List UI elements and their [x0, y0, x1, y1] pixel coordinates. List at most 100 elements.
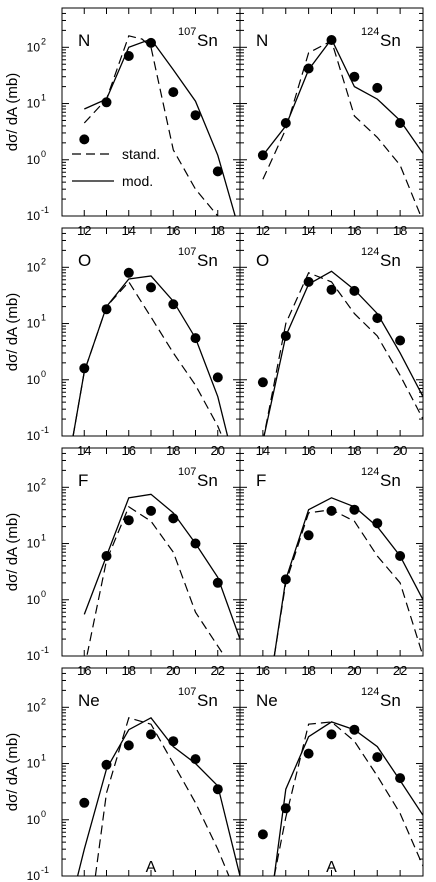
- y-tick-label-exponent: -1: [41, 205, 49, 215]
- data-point: [101, 97, 112, 108]
- y-tick-label: 10: [27, 813, 41, 827]
- series-stand-line: [83, 35, 219, 216]
- target-mass-label: 107: [178, 246, 196, 258]
- data-point: [146, 282, 156, 293]
- y-tick-label-exponent: 2: [41, 256, 46, 266]
- y-tick-label-exponent: -1: [41, 645, 49, 655]
- fragment-label: F: [78, 471, 88, 490]
- data-point: [168, 87, 179, 98]
- y-axis-label: dσ/ dA (mb): [4, 513, 21, 591]
- series-mod-line: [72, 275, 229, 436]
- data-point: [212, 372, 223, 383]
- y-tick-label-exponent: 1: [41, 753, 46, 763]
- data-point: [303, 530, 314, 541]
- data-point: [326, 505, 337, 516]
- data-point: [212, 166, 223, 177]
- y-tick-label: 10: [27, 40, 41, 54]
- data-point: [372, 313, 383, 324]
- data-point: [326, 729, 337, 740]
- data-point: [168, 736, 179, 747]
- series-stand-line: [273, 509, 423, 656]
- data-point: [190, 754, 201, 765]
- data-point: [123, 267, 134, 278]
- legend-stand-label: stand.: [122, 146, 160, 162]
- y-tick-label-exponent: 2: [41, 476, 46, 486]
- data-point: [190, 333, 201, 344]
- y-tick-label-exponent: 0: [41, 149, 46, 159]
- data-point: [123, 515, 134, 526]
- series-stand-line: [72, 280, 223, 436]
- target-mass-label: 124: [361, 26, 379, 38]
- data-point: [372, 752, 383, 763]
- data-point: [101, 759, 112, 770]
- data-point: [79, 797, 90, 808]
- y-tick-label-exponent: 1: [41, 93, 46, 103]
- data-point: [395, 335, 406, 346]
- data-point: [168, 299, 179, 310]
- data-point: [123, 740, 134, 751]
- data-point: [212, 577, 223, 588]
- panel-n-124sn: 12 14 16 18N 124 Sn: [239, 7, 424, 238]
- y-tick-label: 10: [27, 97, 41, 111]
- x-axis-label: A: [146, 859, 157, 876]
- y-axis-label: dσ/ dA (mb): [4, 73, 21, 151]
- target-element-label: Sn: [197, 691, 218, 710]
- target-element-label: Sn: [197, 31, 218, 50]
- panel-f-124sn: 16 18 20 22F 124 Sn: [239, 447, 424, 678]
- series-stand-line: [86, 505, 226, 656]
- target-element-label: Sn: [380, 471, 401, 490]
- target-mass-label: 107: [178, 466, 196, 478]
- data-point: [257, 829, 268, 840]
- fragment-label: O: [256, 251, 269, 270]
- y-tick-label: 10: [27, 317, 41, 331]
- y-tick-label-exponent: 2: [41, 696, 46, 706]
- series-mod-line: [273, 721, 423, 876]
- data-point: [101, 304, 112, 315]
- series-mod-line: [273, 497, 423, 656]
- y-tick-label: 10: [27, 649, 41, 663]
- data-point: [212, 784, 223, 795]
- y-tick-label-exponent: 1: [41, 533, 46, 543]
- y-tick-label: 10: [27, 480, 41, 494]
- data-point: [146, 729, 156, 740]
- data-point: [303, 748, 314, 759]
- data-point: [79, 363, 90, 374]
- y-tick-label: 10: [27, 593, 41, 607]
- y-tick-label: 10: [27, 429, 41, 443]
- series-stand-line: [262, 40, 422, 216]
- y-tick-label-exponent: 0: [41, 809, 46, 819]
- data-point: [280, 331, 291, 341]
- y-tick-label-exponent: 0: [41, 589, 46, 599]
- y-tick-label: 10: [27, 757, 41, 771]
- target-mass-label: 107: [178, 26, 196, 38]
- data-point: [372, 518, 383, 529]
- panel-ne-124sn: 18202224Ne124Sn: [239, 667, 424, 877]
- data-point: [146, 505, 156, 516]
- data-point: [303, 276, 314, 287]
- y-axis-label: dσ/ dA (mb): [4, 733, 21, 811]
- x-axis-label: A: [326, 859, 337, 876]
- data-point: [123, 51, 134, 61]
- data-point: [257, 377, 268, 388]
- y-tick-label-exponent: 0: [41, 369, 46, 379]
- data-point: [326, 35, 337, 45]
- y-tick-label-exponent: 2: [41, 36, 46, 46]
- data-point: [101, 551, 112, 561]
- series-mod-line: [262, 37, 423, 156]
- fragment-label: N: [256, 31, 268, 50]
- fragment-label: O: [78, 251, 91, 270]
- data-point: [280, 118, 291, 128]
- data-point: [395, 551, 406, 561]
- panel-o-124sn: 14 16 18 20O 124 Sn: [239, 227, 424, 458]
- data-point: [349, 724, 360, 735]
- target-element-label: Sn: [380, 31, 401, 50]
- y-axis-label: dσ/ dA (mb): [4, 293, 21, 371]
- target-element-label: Sn: [197, 471, 218, 490]
- data-point: [326, 284, 337, 295]
- series-stand-line: [263, 272, 423, 436]
- series-stand-line: [273, 721, 423, 876]
